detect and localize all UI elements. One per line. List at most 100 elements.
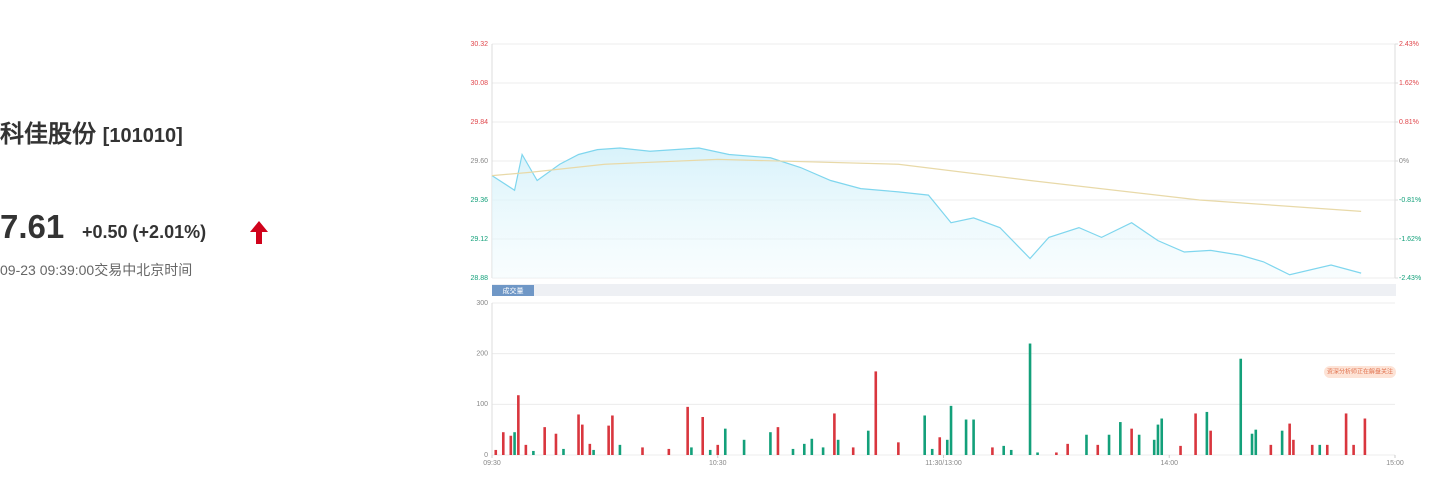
- y2-tick-label: 2.43%: [1399, 41, 1419, 48]
- x-tick-label: 09:30: [483, 460, 501, 467]
- volume-bar: [1318, 444, 1322, 455]
- volume-bar: [1009, 449, 1013, 455]
- x-tick-label: 10:30: [709, 460, 727, 467]
- volume-bar: [1160, 418, 1164, 455]
- volume-bar: [802, 443, 806, 455]
- y2-tick-label: -1.62%: [1399, 236, 1421, 243]
- y-tick-label: 29.36: [470, 197, 488, 204]
- volume-bar: [532, 450, 535, 455]
- annotation: 资深分析师正在解盘关注: [1327, 368, 1393, 376]
- volume-bar: [742, 439, 746, 455]
- x-tick-label: 14:00: [1160, 460, 1178, 467]
- volume-bar: [930, 448, 934, 455]
- volume-bar: [1152, 439, 1156, 455]
- y-tick-label: 300: [476, 300, 488, 307]
- volume-bar: [1036, 452, 1039, 455]
- y-tick-label: 0: [484, 452, 488, 459]
- volume-bar: [1205, 411, 1209, 455]
- y-tick-label: 29.60: [470, 158, 488, 165]
- volume-bar: [897, 442, 900, 455]
- volume-bar: [1269, 444, 1273, 455]
- volume-bar: [1280, 430, 1284, 455]
- volume-bar: [543, 427, 546, 455]
- y2-tick-label: -0.81%: [1399, 197, 1421, 204]
- y-tick-label: 29.84: [470, 119, 488, 126]
- volume-bar: [1363, 418, 1367, 455]
- volume-bar: [821, 447, 825, 455]
- volume-bar: [1002, 445, 1005, 455]
- volume-bar: [554, 433, 558, 455]
- volume-bar: [810, 438, 814, 455]
- y-tick-label: 29.12: [470, 236, 488, 243]
- price-line: [491, 147, 1362, 276]
- volume-bar: [513, 432, 516, 455]
- volume-bar: [588, 443, 592, 455]
- volume-bar: [690, 447, 693, 455]
- y2-tick-label: 0%: [1399, 158, 1409, 165]
- volume-bar: [866, 430, 870, 455]
- volume-bar: [1310, 444, 1314, 455]
- volume-bar: [501, 432, 505, 455]
- volume-bar: [667, 448, 671, 455]
- stock-code: [101010]: [102, 125, 183, 147]
- volume-bar: [851, 447, 855, 455]
- volume-bar: [1085, 434, 1088, 455]
- volume-bar: [1292, 439, 1295, 455]
- volume-bar: [509, 435, 513, 455]
- volume-bar: [836, 439, 840, 455]
- volume-bar: [701, 417, 704, 455]
- volume-bar: [833, 413, 836, 455]
- volume-bar: [1096, 444, 1100, 455]
- volume-bar: [686, 406, 689, 455]
- volume-tab: [492, 285, 534, 296]
- trade-time: 09-23 09:39:00交易中北京时间: [0, 262, 193, 278]
- volume-bar: [641, 447, 644, 455]
- change: +0.50 (+2.01%): [82, 222, 207, 242]
- volume-bar: [1137, 434, 1141, 455]
- volume-tab-label: 成交量: [503, 286, 524, 295]
- volume-bar: [791, 448, 795, 455]
- volume-bar: [1344, 413, 1348, 455]
- volume-bar: [494, 449, 498, 455]
- volume-bar: [611, 415, 614, 455]
- y2-tick-label: 0.81%: [1399, 119, 1419, 126]
- volume-bar: [723, 428, 727, 455]
- volume-bar: [938, 437, 942, 455]
- volume-bar: [1239, 358, 1243, 455]
- volume-bar: [1194, 413, 1197, 455]
- y-tick-label: 200: [476, 351, 488, 358]
- volume-bar: [1209, 430, 1212, 455]
- volume-bar: [517, 395, 520, 455]
- volume-bar: [1250, 433, 1254, 455]
- y-tick-label: 30.32: [470, 41, 488, 48]
- volume-bar: [874, 371, 878, 455]
- x-tick-label: 15:00: [1386, 460, 1404, 467]
- x-tick-label: 11:30/13:00: [925, 460, 962, 467]
- volume-bar: [1107, 434, 1111, 455]
- y-tick-label: 28.88: [470, 275, 488, 282]
- volume-bar: [1130, 428, 1133, 455]
- volume-bar: [1254, 429, 1258, 455]
- y2-tick-label: -2.43%: [1399, 275, 1421, 282]
- volume-bar: [562, 448, 565, 455]
- price: 7.61: [0, 208, 65, 245]
- volume-bar: [708, 449, 712, 455]
- price-line: [491, 158, 1362, 212]
- volume-bar: [716, 444, 720, 455]
- volume-bar: [964, 419, 968, 455]
- volume-bar: [923, 415, 926, 455]
- volume-bar: [1179, 445, 1182, 455]
- stock-title: 科佳股份 [101010]: [0, 114, 183, 149]
- volume-bar: [1028, 343, 1032, 455]
- y2-tick-label: 1.62%: [1399, 80, 1419, 87]
- volume-header-bar: [492, 284, 1396, 296]
- volume-bar: [991, 447, 994, 455]
- volume-bar: [592, 449, 595, 455]
- volume-bar: [1325, 444, 1329, 455]
- volume-bar: [1352, 444, 1355, 455]
- volume-bar: [607, 425, 610, 455]
- volume-bar: [1055, 452, 1058, 455]
- y-tick-label: 100: [476, 401, 488, 408]
